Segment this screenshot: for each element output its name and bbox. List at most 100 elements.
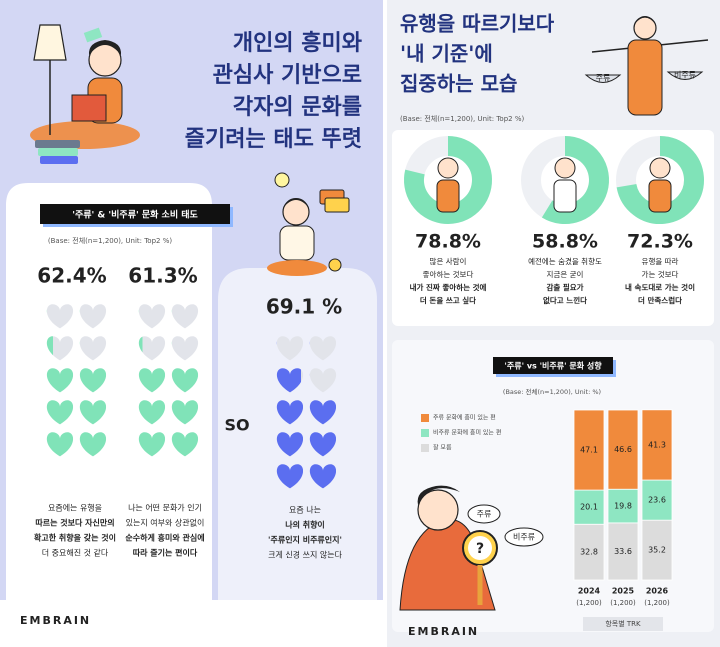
title-line: 집중하는 모습 xyxy=(400,72,517,96)
bubble-label: 주류 xyxy=(477,510,492,519)
title-line: 각자의 문화를 xyxy=(233,95,362,120)
heart xyxy=(171,304,199,329)
description: 예전에는 숨겼을 취향도 xyxy=(528,256,602,266)
description: 유행을 따라 xyxy=(642,256,679,266)
heart xyxy=(171,368,199,393)
donut-arc xyxy=(541,136,609,224)
legend-label: 비주류 문화에 흥미 있는 편 xyxy=(433,429,501,437)
description: 좋아하는 것보다 xyxy=(423,269,474,279)
heart xyxy=(79,432,107,457)
value-label: 19.8 xyxy=(614,502,632,511)
heart xyxy=(46,368,74,393)
heart xyxy=(171,336,199,361)
x-tick-note: (1,200) xyxy=(610,599,636,607)
value-label: 33.6 xyxy=(614,547,632,556)
heart xyxy=(46,400,74,425)
heart xyxy=(309,336,337,361)
description: 나의 취향이 xyxy=(285,520,325,530)
heart xyxy=(309,432,337,457)
heart xyxy=(79,400,107,425)
logo: EMBRAIN xyxy=(20,614,91,627)
heart xyxy=(171,432,199,457)
base-note: (Base: 전체(n=1,200), Unit: Top2 %) xyxy=(48,236,172,245)
description: 더 돈을 쓰고 싶다 xyxy=(420,295,476,305)
value-label: 47.1 xyxy=(580,446,598,455)
stat-value: 61.3% xyxy=(128,264,197,288)
source-background xyxy=(583,617,663,631)
title-line: 즐기려는 태도 뚜렷 xyxy=(185,127,362,152)
heart xyxy=(79,368,107,393)
description: 있는지 여부와 상관없이 xyxy=(126,518,205,528)
description: 내가 진짜 좋아하는 것에 xyxy=(410,282,487,292)
heart xyxy=(276,368,304,393)
value-label: 41.3 xyxy=(648,440,666,449)
heart xyxy=(79,304,107,329)
description: 나는 어떤 문화가 인기 xyxy=(128,503,202,513)
description: 크게 신경 쓰지 않는다 xyxy=(268,550,343,560)
connector: SO xyxy=(224,416,249,435)
value-label: 20.1 xyxy=(580,503,598,512)
heart xyxy=(138,336,166,361)
description: 더 만족스럽다 xyxy=(638,295,682,305)
bar-segment xyxy=(573,409,605,491)
title-line: '내 기준'에 xyxy=(400,42,493,66)
logo: EMBRAIN xyxy=(408,625,479,638)
bar-segment xyxy=(573,489,605,525)
tag-background xyxy=(40,204,230,224)
figure-head xyxy=(554,157,576,179)
heart xyxy=(46,432,74,457)
heart xyxy=(309,368,337,393)
description: 요즘 나는 xyxy=(289,506,321,515)
heart xyxy=(309,400,337,425)
description: 확고한 취향을 갖는 것이 xyxy=(34,533,116,543)
bar-segment xyxy=(641,409,673,481)
heart xyxy=(309,464,337,489)
bar-segment xyxy=(641,519,673,581)
heart xyxy=(46,304,74,329)
bar-segment xyxy=(573,523,605,581)
heart xyxy=(276,400,304,425)
tag: '주류' & '비주류' 문화 소비 태도 xyxy=(72,209,198,221)
illustration xyxy=(30,24,140,164)
heart xyxy=(138,304,166,329)
heart xyxy=(46,336,74,361)
base-note: (Base: 전체(n=1,200), Unit: Top2 %) xyxy=(400,114,524,123)
stat-value: 69.1 % xyxy=(266,295,342,319)
footer-band xyxy=(0,600,385,647)
description: 가는 것보다 xyxy=(642,269,679,279)
x-tick-label: 2024 xyxy=(578,587,601,596)
value-label: 35.2 xyxy=(648,546,666,555)
description: 따르는 것보다 자신만의 xyxy=(35,518,114,528)
value-label: 46.6 xyxy=(614,445,632,454)
bar-segment xyxy=(641,479,673,521)
heart xyxy=(276,432,304,457)
description: 따라 즐기는 편이다 xyxy=(133,548,198,558)
x-tick-note: (1,200) xyxy=(576,599,602,607)
svg-text:?: ? xyxy=(476,541,484,557)
stat-value: 72.3% xyxy=(627,231,693,253)
illustration: ? xyxy=(399,485,544,611)
stat-value: 62.4% xyxy=(37,264,106,288)
heart xyxy=(138,368,166,393)
description: 지금은 굳이 xyxy=(547,269,584,279)
description: 내 속도대로 가는 것이 xyxy=(625,282,695,292)
description: 없다고 느낀다 xyxy=(543,295,587,305)
chart-subtitle: (Base: 전체(n=1,200), Unit: %) xyxy=(503,387,601,396)
figure-head xyxy=(649,157,671,179)
illustration xyxy=(584,16,709,116)
description: 많은 사람이 xyxy=(430,256,467,266)
heart xyxy=(276,464,304,489)
description: 감출 필요가 xyxy=(546,282,583,292)
donut-arc xyxy=(404,136,492,224)
figure-body xyxy=(648,179,672,213)
heart xyxy=(138,432,166,457)
legend-swatch xyxy=(421,429,429,437)
x-tick-label: 2026 xyxy=(646,587,669,596)
x-tick-note: (1,200) xyxy=(644,599,670,607)
legend-swatch xyxy=(421,444,429,452)
donut-arc xyxy=(616,136,704,224)
legend-swatch xyxy=(421,414,429,422)
value-label: 32.8 xyxy=(580,548,598,557)
heart xyxy=(171,400,199,425)
